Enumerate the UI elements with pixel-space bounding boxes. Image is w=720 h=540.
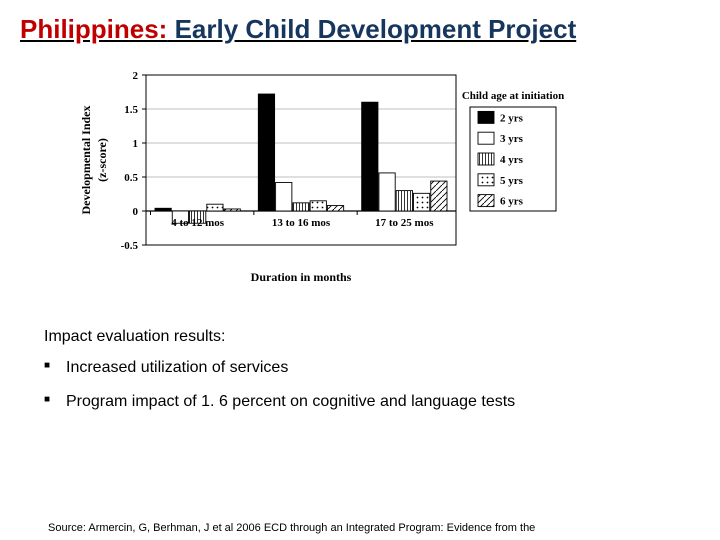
svg-text:1: 1 — [133, 138, 139, 150]
slide-title: Philippines: Early Child Development Pro… — [20, 14, 700, 45]
svg-text:17 to 25 mos: 17 to 25 mos — [375, 217, 434, 229]
slide: Philippines: Early Child Development Pro… — [0, 0, 720, 540]
svg-text:5 yrs: 5 yrs — [500, 175, 524, 187]
svg-text:3 yrs: 3 yrs — [500, 133, 524, 145]
results-heading: Impact evaluation results: — [44, 328, 700, 346]
svg-text:Developmental Index: Developmental Index — [79, 106, 93, 215]
svg-text:4 to 12 mos: 4 to 12 mos — [171, 217, 225, 229]
svg-text:2 yrs: 2 yrs — [500, 112, 524, 124]
bullet-item: Increased utilization of services — [66, 358, 700, 378]
svg-text:4 yrs: 4 yrs — [500, 154, 524, 166]
svg-text:2: 2 — [133, 70, 139, 82]
bullet-list: Increased utilization of services Progra… — [44, 358, 700, 412]
svg-text:6 yrs: 6 yrs — [500, 196, 524, 208]
title-project: Early Child Development Project — [167, 14, 576, 44]
svg-text:1.5: 1.5 — [124, 104, 138, 116]
bullet-item: Program impact of 1. 6 percent on cognit… — [66, 392, 700, 412]
svg-text:0.5: 0.5 — [124, 172, 138, 184]
bar-chart: -0.5 0 0.5 1 1.5 2 4 to 12 mos 13 to 16 mos 17 t… — [70, 65, 610, 300]
svg-text:Duration in months: Duration in months — [251, 270, 352, 284]
svg-text:13 to 16 mos: 13 to 16 mos — [272, 217, 331, 229]
svg-text:Child age at initiation: Child age at initiation — [462, 90, 564, 102]
svg-text:0: 0 — [133, 206, 139, 218]
svg-text:(z-score): (z-score) — [95, 138, 109, 182]
title-country: Philippines: — [20, 14, 167, 44]
svg-text:-0.5: -0.5 — [121, 240, 139, 252]
source-citation: Source: Armercin, G, Berhman, J et al 20… — [48, 522, 535, 534]
bar-chart-svg: -0.5 0 0.5 1 1.5 2 4 to 12 mos 13 to 16 mos 17 t… — [70, 65, 610, 300]
